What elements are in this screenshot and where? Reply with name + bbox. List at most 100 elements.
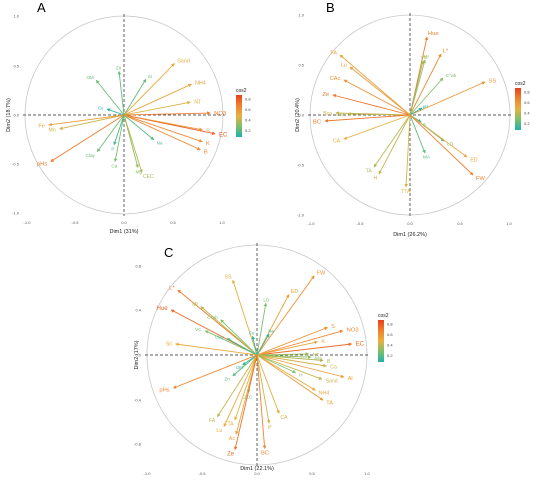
loading-arrow-fe xyxy=(48,114,125,127)
variable-label: Al xyxy=(348,376,353,382)
x-tick-label: 0.0 xyxy=(407,221,413,226)
variable-label: pH xyxy=(423,104,429,109)
loading-arrow-fw xyxy=(256,275,315,356)
panel-c: C -1.0 -0.5 0.0 0.5 1.0 0.8 0.4 0.0 -0.4 -0.8 Dim1 … xyxy=(134,243,393,476)
variable-label: H xyxy=(299,372,303,378)
variable-label: NH4 xyxy=(319,390,330,396)
variable-label: MI xyxy=(192,302,198,308)
loading-arrow-b xyxy=(123,114,201,151)
x-tick-label: 0.5 xyxy=(309,471,315,476)
legend-tick-label: 0.8 xyxy=(387,322,393,327)
legend-gradient-bar xyxy=(236,95,242,137)
variable-label: Clay xyxy=(215,335,225,340)
loading-arrow-ma xyxy=(256,354,312,359)
variable-label: pHs xyxy=(159,387,169,393)
y-tick-label: -0.5 xyxy=(12,162,20,167)
y-tick-label: -0.5 xyxy=(297,163,305,168)
loading-arrow-no3 xyxy=(123,111,211,116)
loading-arrow-nt xyxy=(256,352,310,356)
variable-label: VC xyxy=(195,327,202,333)
y-tick-label: -0.4 xyxy=(134,398,142,403)
x-tick-label: 1.0 xyxy=(219,220,225,225)
loading-arrow-sand xyxy=(256,354,323,380)
loading-arrow-ph xyxy=(409,107,423,116)
variable-label: Lu xyxy=(341,63,347,69)
panel-b: B -1.0 -0.5 0.0 0.5 1.0 1.0 0.5 0.0 -0.5 -1.0 Dim1 … xyxy=(295,0,530,238)
loading-arrow-vc xyxy=(409,60,425,116)
loading-arrow-tta xyxy=(234,354,258,421)
loading-arrow-ld xyxy=(256,302,268,356)
variable-label: K xyxy=(206,141,210,147)
variable-label: B xyxy=(204,149,208,155)
x-tick-label: 0.5 xyxy=(170,220,176,225)
y-tick-label: 0.0 xyxy=(298,113,304,118)
loading-arrow-s xyxy=(256,326,328,356)
loading-arrow-fa xyxy=(217,354,258,418)
loading-arrow-nh4 xyxy=(256,354,316,391)
loading-arrow-cac xyxy=(343,79,411,116)
variable-label: SS xyxy=(489,78,497,84)
variable-label: OM xyxy=(86,75,94,80)
variable-label: CEC xyxy=(143,174,154,180)
y-tick-label: 0.4 xyxy=(135,308,141,313)
loading-arrow-k xyxy=(123,114,203,143)
loading-arrow-ta xyxy=(256,354,324,401)
loading-arrow-cu xyxy=(106,108,125,116)
x-tick-label: 0.0 xyxy=(121,220,127,225)
variable-label: TTA xyxy=(224,422,234,428)
variable-label: Ca xyxy=(330,365,337,371)
loading-arrow-cab xyxy=(409,77,444,116)
variable-label: ED xyxy=(291,289,299,295)
legend-title: cos2 xyxy=(378,313,389,319)
loading-arrow-ca xyxy=(113,114,125,163)
loading-arrow-clay xyxy=(226,338,258,356)
y-axis-title: Dim2 (18.7%) xyxy=(6,98,12,132)
variable-label: CA xyxy=(333,138,341,144)
variable-label: NH4 xyxy=(195,81,206,87)
loading-arrow-cab xyxy=(220,319,258,356)
loading-arrow-ze xyxy=(332,94,411,116)
loading-arrow-ta xyxy=(373,114,411,168)
variable-label: MI xyxy=(423,54,428,60)
variable-label: L* xyxy=(169,286,175,292)
x-tick-label: -1.0 xyxy=(24,220,32,225)
variable-label: C*ab xyxy=(207,315,218,321)
variable-label: Sil xyxy=(166,341,172,347)
y-tick-label: -1.0 xyxy=(297,213,305,218)
variable-label: FW xyxy=(476,176,486,182)
variable-label: Hue xyxy=(156,305,168,312)
y-tick-label: 0.8 xyxy=(135,264,141,269)
x-tick-label: -0.5 xyxy=(72,220,80,225)
loading-arrow-bca xyxy=(335,111,411,116)
variable-label: S xyxy=(331,324,335,330)
variable-label: Na xyxy=(157,140,163,145)
variable-label: Hue xyxy=(428,31,440,37)
variable-label: CA xyxy=(280,415,288,421)
legend-tick-label: 0.4 xyxy=(524,111,530,116)
variable-label: FA xyxy=(209,418,216,424)
loading-arrow-ze xyxy=(233,354,258,451)
variable-label: Ze xyxy=(227,451,235,457)
variable-label: LD xyxy=(263,297,270,303)
loading-arrow-ss xyxy=(232,279,258,356)
panel-a: A -1.0 -0.5 0.0 0.5 1.0 1.0 0.5 0.0 -0.5 -1.0 Dim1 … xyxy=(6,0,251,235)
loading-arrow-sil xyxy=(175,342,258,356)
x-tick-label: -1.0 xyxy=(308,221,316,226)
legend-gradient-bar xyxy=(515,88,521,130)
variable-label: pHs xyxy=(37,162,48,168)
loading-arrow-l xyxy=(409,53,442,116)
y-tick-label: 0.5 xyxy=(13,64,19,69)
variable-label: Zn xyxy=(224,377,230,382)
panel-letter: C xyxy=(164,245,173,260)
x-axis-title: Dim1 (22.1%) xyxy=(240,466,274,472)
variable-label: NT xyxy=(313,352,320,358)
variable-label: P xyxy=(268,425,272,431)
legend-tick-label: 0.6 xyxy=(245,107,251,112)
loading-arrow-clay xyxy=(96,114,125,153)
loading-arrow-nh4 xyxy=(123,83,192,116)
y-tick-label: 0.0 xyxy=(135,353,141,358)
loading-arrow-tta xyxy=(404,114,411,188)
variable-label: Ca xyxy=(111,163,117,168)
legend-tick-label: 0.2 xyxy=(524,121,530,126)
loading-arrow-ca xyxy=(343,114,411,140)
